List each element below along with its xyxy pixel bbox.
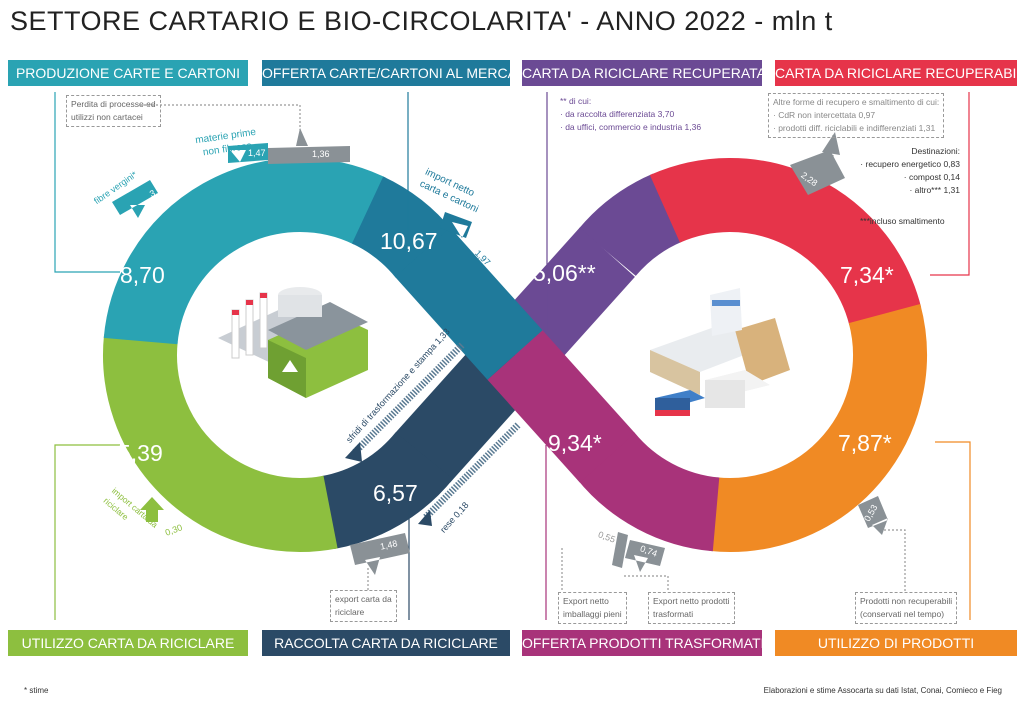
- loss-arrow-icon: [268, 128, 350, 164]
- connector-utilizzo-prodotti: [935, 441, 971, 620]
- non-rec-note: Prodotti non recuperabili (conservati nel…: [855, 592, 958, 624]
- segment-offerta-prodotti: [576, 431, 721, 552]
- destinazioni-note: Destinazioni: · recupero energetico 0,83 ·…: [860, 146, 960, 195]
- recuperabile-arrow-icon: [790, 132, 845, 195]
- incluso-note: ***incluso smaltimento: [860, 216, 945, 226]
- export-prod-arrow-icon: [625, 540, 665, 572]
- header-produzione: PRODUZIONE CARTE E CARTONI: [8, 60, 248, 86]
- header-offerta: OFFERTA CARTE/CARTONI AL MERCATO: [262, 60, 535, 86]
- import-carta-arrow-icon: [140, 497, 164, 522]
- segment-recuperabile: [649, 158, 922, 327]
- footnote: * stime: [24, 686, 49, 695]
- segment-utilizzo-prodotti: [709, 304, 927, 552]
- value-recuperabile: 7,34*: [840, 262, 894, 288]
- header-utilizzo-prodotti: UTILIZZO DI PRODOTTI: [775, 630, 1017, 656]
- segment-utilizzo-carta: [103, 334, 338, 552]
- di-cui-note: ** di cui: · da raccolta differenziata 3,…: [560, 96, 702, 132]
- segment-offerta-cross: [395, 227, 543, 380]
- export-prod-note: Export netto prodotti trasformati: [648, 592, 735, 624]
- segment-offerta: [350, 176, 454, 279]
- materie-value: 1,47: [248, 148, 266, 158]
- page-title: SETTORE CARTARIO E BIO-CIRCOLARITA' - AN…: [10, 6, 833, 36]
- header-raccolta: RACCOLTA CARTA DA RICICLARE: [262, 630, 510, 656]
- segment-raccolta: [320, 431, 454, 550]
- export-arrow-icon: [350, 533, 410, 575]
- non-rec-arrow-icon: [858, 496, 888, 535]
- paper-products-icon: [650, 288, 790, 416]
- factory-icon: [218, 287, 368, 398]
- perdita-value: 1,36: [312, 149, 330, 159]
- value-produzione: 8,70: [120, 262, 165, 288]
- header-utilizzo-carta: UTILIZZO CARTA DA RICICLARE: [8, 630, 248, 656]
- header-offerta-prodotti: OFFERTA PRODOTTI TRASFORMATI: [522, 630, 764, 656]
- source-note: Elaborazioni e stime Assocarta su dati I…: [763, 686, 1002, 695]
- import-arrow-icon: [440, 212, 472, 238]
- segment-recuperata: [579, 173, 683, 277]
- export-imb-note: Export netto imballaggi pieni: [558, 592, 627, 624]
- header-recuperata: CARTA DA RICICLARE RECUPERATA: [522, 60, 766, 86]
- perdita-note: Perdita di processo ed utilizzi non carta…: [66, 95, 161, 127]
- connector-recuperabile: [930, 92, 970, 276]
- sfridi-arrow-icon: [352, 342, 465, 455]
- materie-arrow-icon: [228, 143, 268, 163]
- export-note: export carta da riciclare: [330, 590, 397, 622]
- connector-produzione: [54, 92, 120, 273]
- rese-arrow-icon: [422, 422, 521, 521]
- altre-forme-note: Altre forme di recupero e smaltimento di…: [768, 93, 945, 138]
- export-imb-arrow-icon: [612, 532, 628, 568]
- connector-utilizzo: [54, 444, 120, 620]
- segment-produzione: [103, 158, 387, 346]
- fibre-arrow-icon: [112, 180, 158, 218]
- value-utilizzo-prodotti: 7,87*: [838, 430, 892, 456]
- value-offerta-prodotti: 9,34*: [548, 430, 602, 456]
- segment-offerta-prodotti-cross: [487, 330, 635, 483]
- value-offerta: 10,67: [380, 228, 438, 254]
- header-recuperabile: CARTA DA RICICLARE RECUPERABILE: [775, 60, 1024, 86]
- value-utilizzo-carta: 5,39: [118, 440, 163, 466]
- value-recuperata: 5,06**: [533, 260, 596, 286]
- value-raccolta: 6,57: [373, 480, 418, 506]
